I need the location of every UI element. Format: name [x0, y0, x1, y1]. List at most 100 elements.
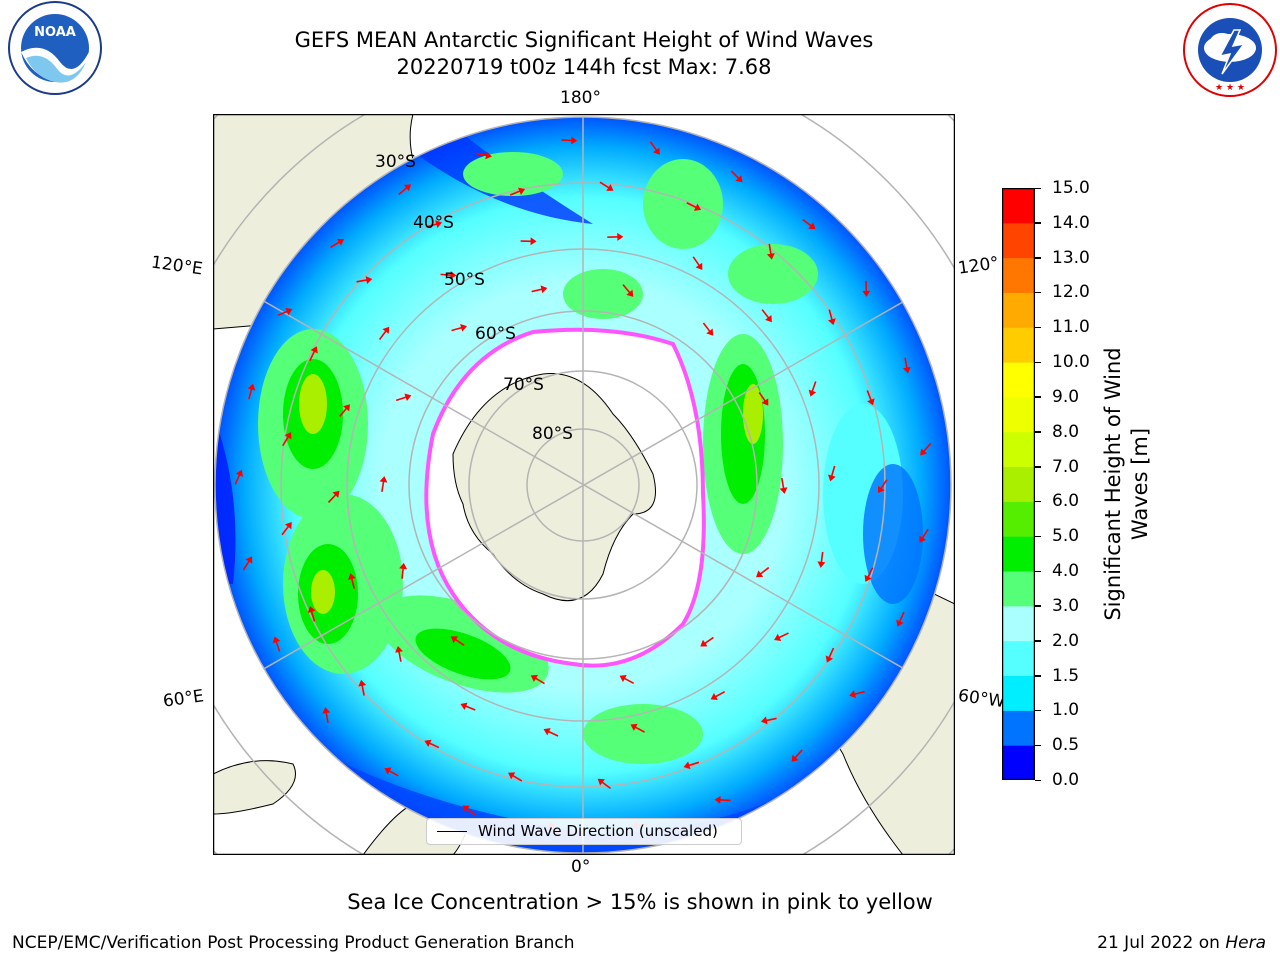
colorbar-tick-label: 1.0: [1052, 700, 1080, 721]
colorbar-bin: [1002, 292, 1035, 328]
wind-arrow: [802, 218, 816, 230]
sea-ice-note: Sea Ice Concentration > 15% is shown in …: [347, 890, 933, 914]
colorbar-bin: [1002, 745, 1035, 780]
wind-arrow: [817, 551, 826, 568]
colorbar-bin: [1002, 222, 1035, 259]
colorbar-tick-mark: [1035, 187, 1041, 189]
colorbar-tick-label: 9.0: [1052, 386, 1080, 407]
wind-arrow: [379, 476, 388, 493]
colorbar-tick-mark: [1035, 431, 1041, 433]
wind-arrow: [330, 238, 345, 249]
colorbar-tick-mark: [1035, 535, 1041, 538]
nws-logo: ★ ★ ★: [1183, 3, 1277, 97]
wind-arrow: [730, 170, 743, 183]
colorbar-tick-label: 10.0: [1052, 352, 1090, 373]
wind-arrow: [378, 326, 390, 340]
wind-arrow: [649, 141, 660, 155]
colorbar-tick-label: 3.0: [1052, 595, 1080, 616]
wind-arrow: [756, 566, 770, 578]
colorbar-tick-label: 11.0: [1052, 317, 1090, 338]
wind-arrow: [462, 805, 476, 816]
colorbar-tick-label: 1.5: [1052, 665, 1080, 686]
colorbar-bin: [1002, 466, 1035, 502]
wind-arrow: [282, 432, 292, 447]
wind-arrow: [356, 276, 373, 285]
colorbar-tick-label: 12.0: [1052, 282, 1090, 303]
colorbar-bin: [1002, 327, 1035, 363]
wind-arrow: [766, 243, 775, 260]
wind-arrow: [760, 716, 777, 725]
wind-arrow: [902, 357, 911, 374]
noaa-logo-text: NOAA: [34, 25, 76, 40]
wind-arrow: [398, 184, 411, 196]
colorbar-tick-mark: [1035, 570, 1041, 573]
colorbar-tick-mark: [1035, 675, 1041, 677]
colorbar-bin: [1002, 571, 1035, 607]
wind-arrow: [543, 728, 559, 737]
wind-arrow: [451, 323, 467, 332]
colorbar-bin: [1002, 640, 1035, 677]
colorbar-bin: [1002, 501, 1035, 537]
wind-arrow: [424, 739, 440, 749]
lon-label-120e: 120°E: [149, 252, 204, 280]
wind-arrow: [630, 723, 645, 733]
wind-arrow: [774, 632, 789, 642]
wind-arrow: [622, 284, 634, 297]
colorbar-tick-label: 15.0: [1052, 178, 1090, 198]
wind-arrow: [828, 465, 836, 482]
colorbar-tick-label: 14.0: [1052, 212, 1090, 233]
wind-arrow: [710, 691, 726, 701]
wind-arrow: [791, 749, 803, 762]
wind-arrow: [700, 636, 714, 647]
colorbar-tick-mark: [1035, 291, 1041, 294]
wind-arrow: [277, 307, 293, 317]
wind-arrow: [450, 636, 465, 646]
lat-label-50s: 50°S: [444, 270, 485, 290]
colorbar-tick-mark: [1035, 605, 1041, 607]
lon-label-60e: 60°E: [161, 686, 206, 712]
colorbar-bin: [1002, 188, 1035, 224]
colorbar: [1002, 188, 1035, 780]
wind-arrow: [347, 573, 356, 589]
lat-label-60s: 60°S: [475, 324, 516, 344]
wind-arrow: [460, 702, 476, 711]
wind-arrow: [242, 556, 253, 571]
wind-arrow: [384, 767, 399, 777]
footer-credit: NCEP/EMC/Verification Post Processing Pr…: [12, 933, 575, 953]
wind-arrow: [234, 469, 243, 485]
noaa-logo: NOAA: [8, 1, 102, 95]
antarctic-map: 180° 120°E 120° 60°E 60°W 0° 30°S 40°S 5…: [150, 88, 1006, 877]
wind-arrow: [597, 778, 611, 790]
colorbar-tick-label: 2.0: [1052, 630, 1080, 651]
lat-label-30s: 30°S: [375, 152, 416, 172]
colorbar-tick-label: 5.0: [1052, 526, 1080, 547]
wind-arrow: [866, 390, 875, 406]
colorbar-tick-mark: [1035, 466, 1041, 468]
wind-arrow: [619, 675, 635, 685]
wind-arrow: [440, 271, 457, 280]
wind-arrow: [702, 322, 714, 336]
footer-date: 21 Jul 2022 on Hera: [1097, 933, 1266, 953]
colorbar-tick-mark: [1035, 779, 1041, 781]
wind-arrow: [247, 383, 256, 400]
wind-arrow: [825, 647, 835, 663]
wind-arrow: [862, 280, 871, 297]
lat-label-70s: 70°S: [503, 375, 544, 395]
wind-arrow: [399, 562, 408, 579]
lat-label-40s: 40°S: [413, 213, 454, 233]
chart-title: GEFS MEAN Antarctic Significant Height o…: [294, 28, 874, 52]
colorbar-tick-label: 0.5: [1052, 735, 1080, 756]
wind-arrow: [828, 309, 836, 326]
lon-label-0: 0°: [571, 857, 591, 877]
wind-arrow: [779, 477, 788, 494]
chart-subtitle: 20220719 t00z 144h fcst Max: 7.68: [396, 55, 772, 79]
wind-arrow: [561, 136, 578, 145]
colorbar-tick-mark: [1035, 326, 1041, 329]
legend-line-sample: [437, 831, 467, 832]
colorbar-tick-mark: [1035, 257, 1041, 259]
wind-arrow: [692, 256, 703, 270]
wind-arrow: [339, 404, 351, 417]
wind-arrow: [607, 232, 624, 241]
wind-arrow: [896, 611, 905, 627]
wind-arrow: [714, 795, 731, 804]
